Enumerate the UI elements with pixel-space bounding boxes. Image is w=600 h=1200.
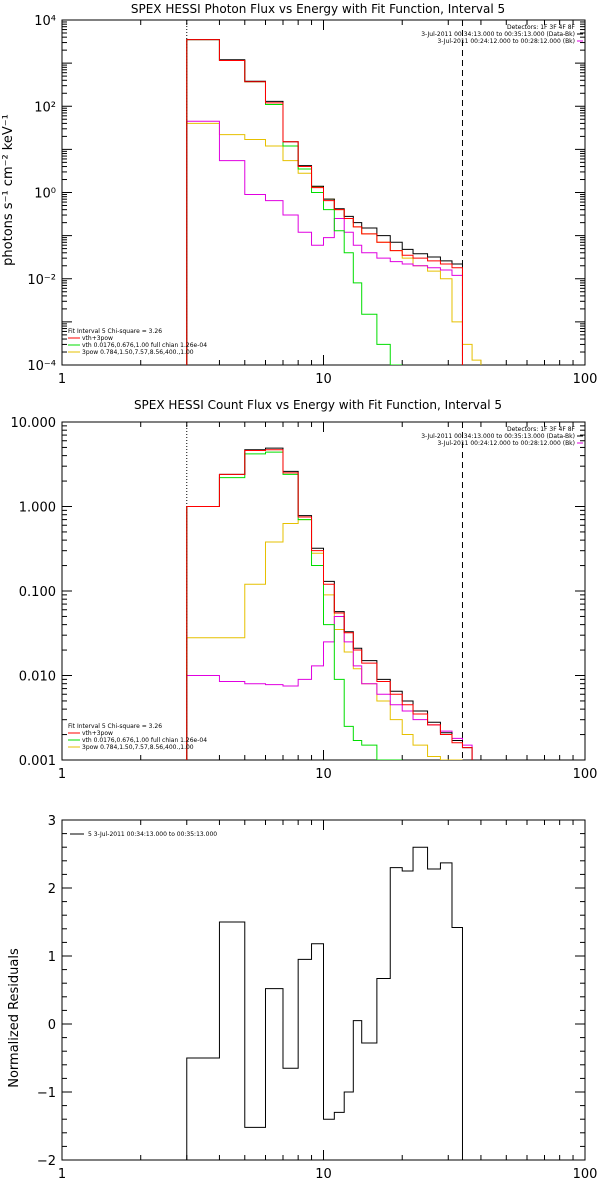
count-flux-y-tick-label: 0.100	[19, 585, 56, 600]
photon-flux-x-tick-label: 100	[573, 372, 598, 387]
photon-flux-series-red	[186, 39, 463, 365]
photon-flux-title: SPEX HESSI Photon Flux vs Energy with Fi…	[131, 2, 505, 16]
count-flux-y-tick-label: 1.000	[19, 501, 56, 516]
photon-flux-plot-area: 1 10 100 10⁻⁴ 10⁻² 10⁰ 10² 10⁴ Detectors: 1F 3F …	[27, 14, 597, 387]
photon-flux-y-tick-label: 10⁰	[34, 187, 56, 202]
count-flux-legend-top-right-line: 3-Jul-2011 00:34:13.000 to 00:35:13.000 …	[421, 433, 575, 440]
photon-flux-series-black	[186, 39, 463, 365]
photon-flux-y-label: photons s⁻¹ cm⁻² keV⁻¹	[1, 114, 16, 266]
photon-flux-x-tick-label: 1	[58, 372, 66, 387]
photon-flux-legend-top-right-line: 3-Jul-2011 00:34:13.000 to 00:35:13.000 …	[421, 31, 575, 38]
photon-flux-legend-bottom-left-line: Fit Interval 5 Chi-square = 3.26	[68, 328, 162, 335]
count-flux-legend-bottom-left-line: Fit Interval 5 Chi-square = 3.26	[68, 723, 162, 730]
photon-flux-legend-top-right-line: Detectors: 1F 3F 4F 8F	[507, 24, 576, 31]
count-flux-series-black	[186, 447, 473, 760]
count-flux-legend-bottom-left-line: vth 0.0176,0.676,1.00 full chian 1.26e-0…	[82, 737, 207, 744]
count-flux-legend-bottom-left-line: vth+3pow	[82, 730, 113, 737]
photon-flux-panel: SPEX HESSI Photon Flux vs Energy with Fi…	[1, 2, 597, 387]
residuals-x-tick-label: 1	[58, 1167, 66, 1182]
count-flux-y-tick-label: 0.010	[19, 670, 56, 685]
photon-flux-series-magenta	[186, 120, 463, 365]
count-flux-legend-top-right-line: Detectors: 1F 3F 4F 8F	[507, 426, 576, 433]
residuals-y-tick-label: 0	[48, 1018, 56, 1033]
count-flux-plot-area: 1 10 100 0.001 0.010 0.100 1.000 10.000 Detector…	[11, 416, 598, 782]
count-flux-panel: SPEX HESSI Count Flux vs Energy with Fit…	[11, 398, 598, 782]
photon-flux-legend-bottom-left-line: 3pow 0.784,1.50,7.57,8.56,400.,1.00	[82, 349, 194, 356]
photon-flux-series-yellow	[186, 122, 482, 365]
photon-flux-y-tick-label: 10⁴	[34, 14, 56, 29]
residuals-x-tick-label: 10	[315, 1167, 332, 1182]
photon-flux-x-tick-label: 10	[315, 372, 332, 387]
residuals-y-tick-label: 2	[48, 882, 56, 897]
residuals-series-residuals	[186, 846, 463, 1160]
count-flux-y-tick-label: 0.001	[19, 754, 56, 769]
photon-flux-legend-bottom-left-line: vth+3pow	[82, 335, 113, 342]
residuals-x-tick-label: 100	[573, 1167, 598, 1182]
residuals-legend-top-left: 5 3-Jul-2011 00:34:13.000 to 00:35:13.00…	[88, 831, 217, 838]
residuals-y-tick-label: 1	[48, 950, 56, 965]
count-flux-x-tick-label: 100	[573, 767, 598, 782]
count-flux-legend-top-right-line: 3-Jul-2011 00:24:12.000 to 00:28:12.000 …	[437, 440, 575, 447]
photon-flux-legend-bottom-left-line: vth 0.0176,0.676,1.00 full chian 1.26e-0…	[82, 342, 207, 349]
residuals-panel: Normalized Residuals 1 10 100 −2 −1 0 1 2 3 5 3-J…	[7, 814, 598, 1182]
photon-flux-y-tick-label: 10⁻²	[27, 273, 56, 288]
residuals-y-tick-label: 3	[48, 814, 56, 829]
residuals-y-label: Normalized Residuals	[7, 948, 22, 1088]
photon-flux-legend-top-right-line: 3-Jul-2011 00:24:12.000 to 00:28:12.000 …	[437, 38, 575, 45]
count-flux-title: SPEX HESSI Count Flux vs Energy with Fit…	[134, 398, 502, 412]
count-flux-series-yellow	[186, 519, 463, 760]
count-flux-series-red	[186, 449, 473, 760]
residuals-y-tick-label: −2	[37, 1154, 56, 1169]
photon-flux-series-green	[186, 39, 403, 365]
photon-flux-y-tick-label: 10²	[34, 100, 56, 115]
count-flux-x-tick-label: 10	[315, 767, 332, 782]
residuals-plot-area: 1 10 100 −2 −1 0 1 2 3 5 3-Jul-2011 00:34:13.000 …	[37, 814, 598, 1182]
residuals-y-tick-label: −1	[37, 1086, 56, 1101]
count-flux-y-tick-label: 10.000	[11, 416, 57, 431]
count-flux-legend-bottom-left-line: 3pow 0.784,1.50,7.57,8.56,400.,1.00	[82, 744, 194, 751]
photon-flux-y-tick-label: 10⁻⁴	[27, 359, 56, 374]
count-flux-x-tick-label: 1	[58, 767, 66, 782]
